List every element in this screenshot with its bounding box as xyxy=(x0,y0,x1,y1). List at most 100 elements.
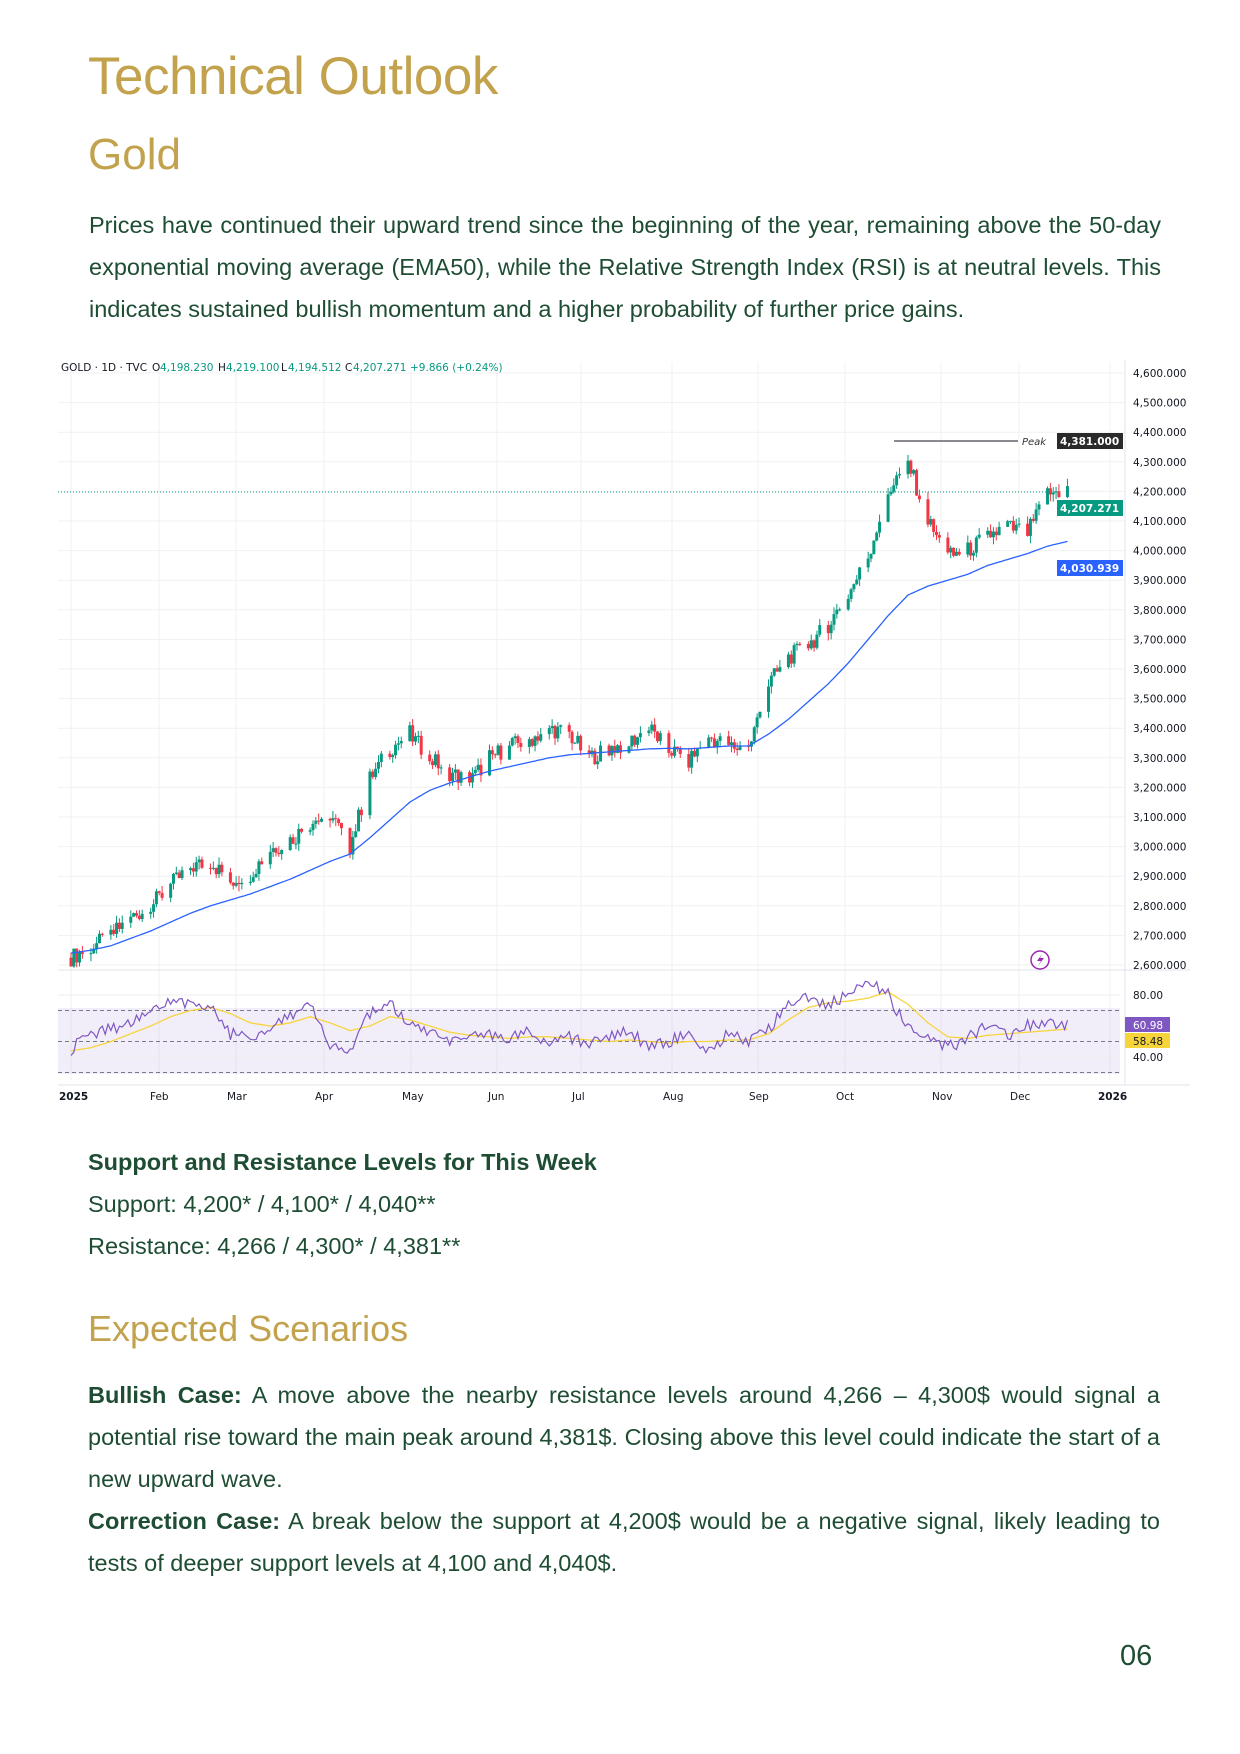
candle xyxy=(815,634,819,648)
bullish-label: Bullish Case: xyxy=(88,1382,242,1408)
candle xyxy=(929,519,933,525)
ohlc-readout: O 4,198.230 H 4,219.100 L 4,194.512 C 4,… xyxy=(152,362,503,374)
section-title-gold: Gold xyxy=(88,130,181,179)
y-tick-label: 2,600.000 xyxy=(1133,960,1186,972)
candle xyxy=(707,737,711,748)
candle xyxy=(72,948,76,967)
candle xyxy=(294,843,298,845)
candle xyxy=(396,743,400,745)
candle xyxy=(915,470,919,496)
candle xyxy=(610,746,614,756)
close-value: 4,207.271 xyxy=(353,362,406,374)
candle xyxy=(977,534,981,538)
candle xyxy=(97,933,101,944)
x-tick-label: Jun xyxy=(487,1091,504,1103)
candle xyxy=(738,745,742,751)
candle xyxy=(436,754,440,769)
candle xyxy=(889,491,893,495)
x-tick-label: 2026 xyxy=(1098,1091,1127,1103)
y-tick-label: 2,900.000 xyxy=(1133,871,1186,883)
candle xyxy=(459,772,463,783)
candle xyxy=(633,735,637,745)
candle xyxy=(1009,520,1013,522)
candle xyxy=(593,750,597,765)
x-tick-label: Feb xyxy=(150,1091,169,1103)
candle xyxy=(413,736,417,742)
candle xyxy=(348,828,352,855)
candle xyxy=(974,537,978,553)
candle xyxy=(160,892,164,898)
candle xyxy=(171,873,175,884)
ema-price-value: 4,030.939 xyxy=(1060,563,1119,575)
candle xyxy=(169,883,173,898)
rsi-ma-value-tag xyxy=(1125,1033,1170,1048)
candle xyxy=(100,933,104,935)
candle xyxy=(778,667,782,672)
candle xyxy=(909,460,913,474)
candle xyxy=(616,745,620,753)
candle xyxy=(715,740,719,748)
candle xyxy=(351,837,355,855)
candle xyxy=(391,755,395,757)
candle xyxy=(667,733,671,753)
candle xyxy=(89,953,93,955)
candle xyxy=(510,738,514,746)
candle xyxy=(339,823,343,829)
y-tick-label: 3,700.000 xyxy=(1133,634,1186,646)
lightning-icon[interactable] xyxy=(1030,950,1050,970)
candle xyxy=(228,872,232,883)
candle xyxy=(650,724,654,731)
bullish-text: A move above the nearby resistance level… xyxy=(88,1382,1160,1492)
candle xyxy=(687,754,691,768)
y-tick-label: 4,300.000 xyxy=(1133,457,1186,469)
candle xyxy=(912,470,916,474)
candle xyxy=(1057,491,1061,498)
support-resistance-block: Support and Resistance Levels for This W… xyxy=(88,1141,597,1267)
candle xyxy=(630,735,634,747)
candle xyxy=(248,881,252,883)
support-levels: Support: 4,200* / 4,100* / 4,040** xyxy=(88,1191,436,1217)
y-tick-label: 3,400.000 xyxy=(1133,723,1186,735)
candle xyxy=(655,731,659,742)
candle xyxy=(789,654,793,664)
candle xyxy=(673,746,677,756)
low-value: 4,194.512 xyxy=(288,362,341,374)
candle xyxy=(832,614,836,625)
candle xyxy=(559,725,563,727)
candle xyxy=(149,911,153,914)
candle xyxy=(280,849,284,855)
candle xyxy=(678,748,682,755)
rsi-tick-label: 80.00 xyxy=(1133,990,1163,1002)
candle xyxy=(240,882,244,885)
candle xyxy=(727,736,731,745)
rsi-tick-label: 40.00 xyxy=(1133,1052,1163,1064)
candle xyxy=(288,837,292,850)
candle xyxy=(997,526,1001,536)
candle xyxy=(257,861,261,874)
candle xyxy=(191,868,195,872)
candle xyxy=(539,734,543,741)
candle xyxy=(411,725,415,742)
candle xyxy=(194,862,198,872)
candle xyxy=(989,530,993,538)
candle xyxy=(1054,491,1058,493)
y-tick-label: 3,300.000 xyxy=(1133,753,1186,765)
y-tick-label: 3,600.000 xyxy=(1133,664,1186,676)
candle xyxy=(237,882,241,885)
candle xyxy=(496,745,500,755)
candle xyxy=(806,643,810,649)
candle xyxy=(129,916,133,923)
candle xyxy=(334,818,338,820)
scenarios-block: Bullish Case: A move above the nearby re… xyxy=(88,1374,1160,1584)
open-label: O xyxy=(152,362,160,374)
candle xyxy=(433,754,437,766)
ema50-line xyxy=(70,540,1068,954)
candle xyxy=(627,746,631,753)
candle xyxy=(852,584,856,590)
candle xyxy=(1017,523,1021,525)
candle xyxy=(388,753,392,757)
candle xyxy=(456,769,460,783)
candle xyxy=(675,746,679,749)
page-title: Technical Outlook xyxy=(88,47,498,106)
high-value: 4,219.100 xyxy=(226,362,279,374)
